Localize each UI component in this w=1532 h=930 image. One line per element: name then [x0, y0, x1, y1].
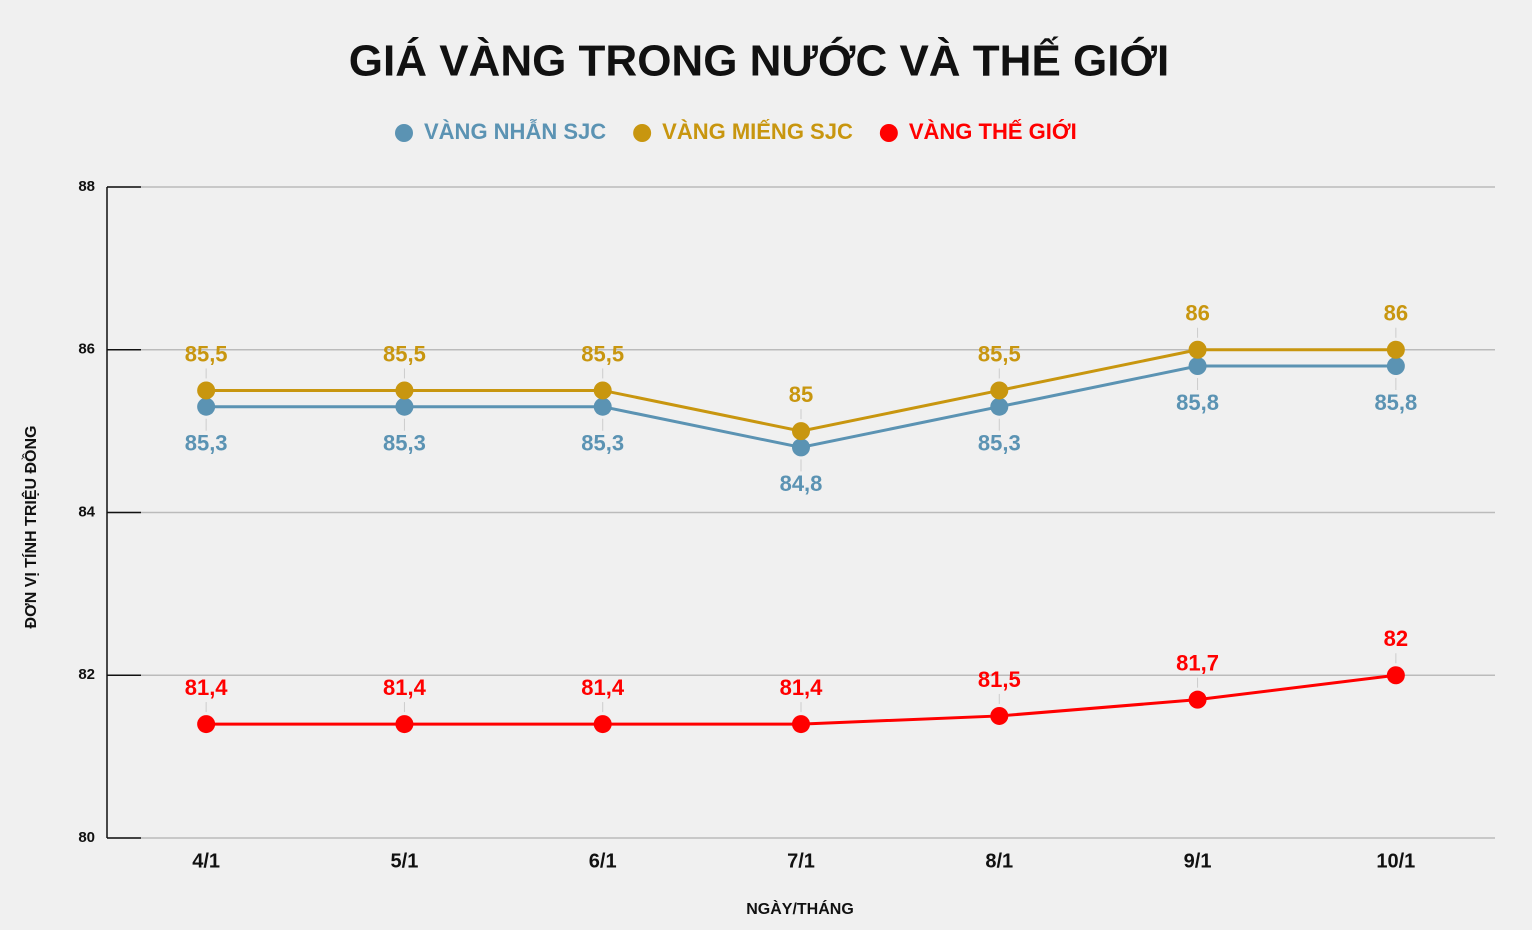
point [395, 397, 414, 416]
value-label: 85,3 [383, 431, 426, 456]
value-label: 85,8 [1176, 390, 1219, 415]
point [197, 715, 216, 734]
value-label: 81,7 [1176, 650, 1219, 675]
legend-label: VÀNG NHẪN SJC [424, 118, 606, 144]
chart-title: GIÁ VÀNG TRONG NƯỚC VÀ THẾ GIỚI [349, 36, 1170, 86]
point [1188, 357, 1207, 376]
point [1386, 357, 1405, 376]
value-label: 85,5 [581, 341, 624, 366]
x-tick-label: 7/1 [787, 850, 815, 872]
point [792, 438, 810, 457]
value-label: 85 [789, 382, 813, 407]
point [1188, 690, 1207, 709]
y-tick-label: 82 [78, 666, 95, 683]
value-label: 84,8 [780, 471, 823, 496]
point [990, 381, 1009, 400]
value-label: 85,5 [185, 341, 228, 366]
legend-marker [879, 124, 898, 142]
x-tick-label: 10/1 [1376, 850, 1415, 872]
y-axis-label: ĐƠN VỊ TÍNH TRIỆU ĐỒNG [21, 426, 40, 629]
x-tick-label: 9/1 [1184, 850, 1212, 872]
point [990, 397, 1009, 416]
point [792, 422, 810, 441]
point [1386, 340, 1405, 359]
x-tick-label: 4/1 [192, 850, 220, 872]
x-tick-label: 8/1 [985, 850, 1013, 872]
legend-marker [633, 124, 652, 142]
x-tick-label: 5/1 [391, 850, 419, 872]
value-label: 81,4 [185, 675, 229, 700]
legend-marker [395, 124, 413, 142]
legend-label: VÀNG MIẾNG SJC [662, 119, 853, 144]
point [197, 397, 216, 416]
value-label: 85,3 [185, 431, 228, 456]
value-label: 86 [1185, 301, 1209, 326]
point [197, 381, 216, 400]
value-label: 82 [1384, 626, 1408, 651]
point [593, 715, 612, 734]
point [593, 381, 612, 400]
value-label: 86 [1384, 301, 1408, 326]
y-tick-label: 80 [78, 829, 95, 846]
value-label: 85,3 [978, 431, 1021, 456]
point [1386, 666, 1405, 685]
value-label: 85,5 [978, 341, 1021, 366]
legend-label: VÀNG THẾ GIỚI [909, 119, 1077, 144]
point [593, 397, 612, 416]
x-tick-label: 6/1 [589, 850, 617, 872]
value-label: 85,3 [581, 431, 624, 456]
x-axis-label: NGÀY/THÁNG [746, 899, 854, 918]
point [395, 715, 414, 734]
y-tick-label: 88 [78, 178, 95, 195]
value-label: 85,8 [1374, 390, 1417, 415]
point [395, 381, 414, 400]
value-label: 81,5 [978, 667, 1021, 692]
point [990, 706, 1009, 725]
point [792, 715, 810, 734]
value-label: 81,4 [581, 675, 625, 700]
value-label: 81,4 [383, 675, 427, 700]
point [1188, 340, 1207, 359]
y-tick-label: 86 [78, 341, 95, 358]
value-label: 85,5 [383, 341, 426, 366]
value-label: 81,4 [780, 675, 824, 700]
y-tick-label: 84 [78, 503, 95, 520]
